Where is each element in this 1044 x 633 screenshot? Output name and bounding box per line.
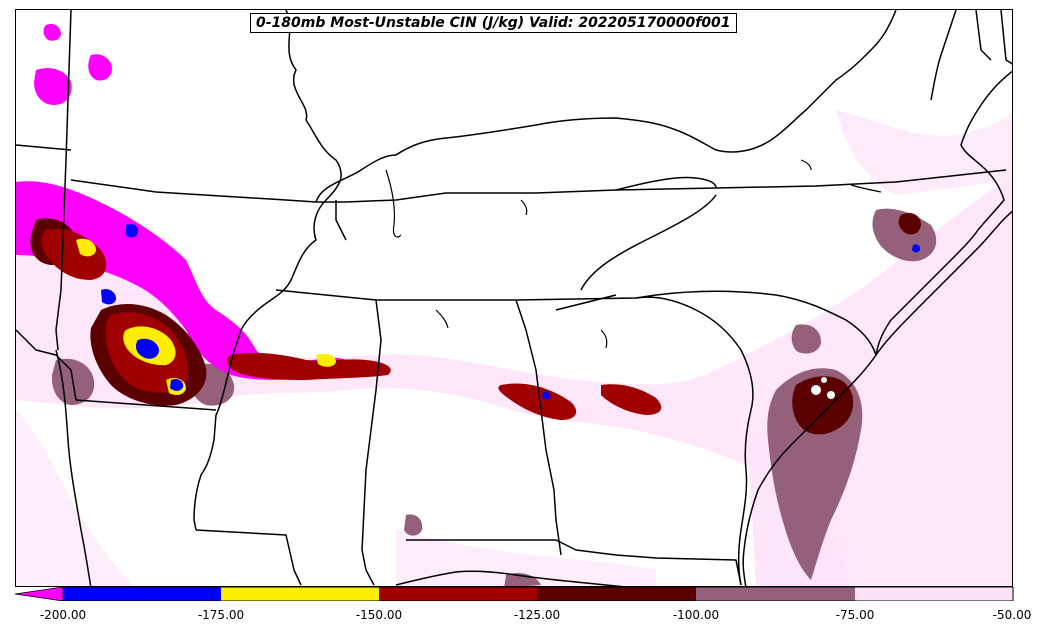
colorbar-bin-blue: [63, 587, 221, 601]
coastline: [395, 10, 1012, 586]
colorbar-extend-arrow: [15, 587, 64, 601]
cin-shading-blue: [101, 223, 921, 400]
colorbar-bin-lightpink: [855, 587, 1013, 601]
water-features: [385, 159, 882, 349]
cin-map: [16, 10, 1012, 586]
map-panel: [15, 9, 1013, 587]
colorbar-tick-label: -125.00: [513, 608, 561, 622]
colorbar-bin-darkred: [537, 587, 696, 601]
colorbar-bin-red: [379, 587, 537, 601]
colorbar-tick-label: -150.00: [355, 608, 403, 622]
cin-shading-holes: [811, 377, 835, 399]
cin-shading-magenta: [16, 23, 348, 380]
colorbar-tick-label: -200.00: [39, 608, 87, 622]
colorbar-tick-label: -100.00: [672, 608, 720, 622]
map-title: 0-180mb Most-Unstable CIN (J/kg) Valid: …: [250, 13, 737, 33]
colorbar-tick-label: -75.00: [835, 608, 875, 622]
colorbar-outline: [62, 587, 1014, 601]
colorbar-tick-label: -50.00: [992, 608, 1032, 622]
colorbar-tick-label: -175.00: [197, 608, 245, 622]
colorbar-bin-mauve: [696, 587, 855, 601]
colorbar-bin-yellow: [221, 587, 379, 601]
colorbar: [15, 587, 1014, 601]
state-boundaries: [16, 10, 1012, 586]
